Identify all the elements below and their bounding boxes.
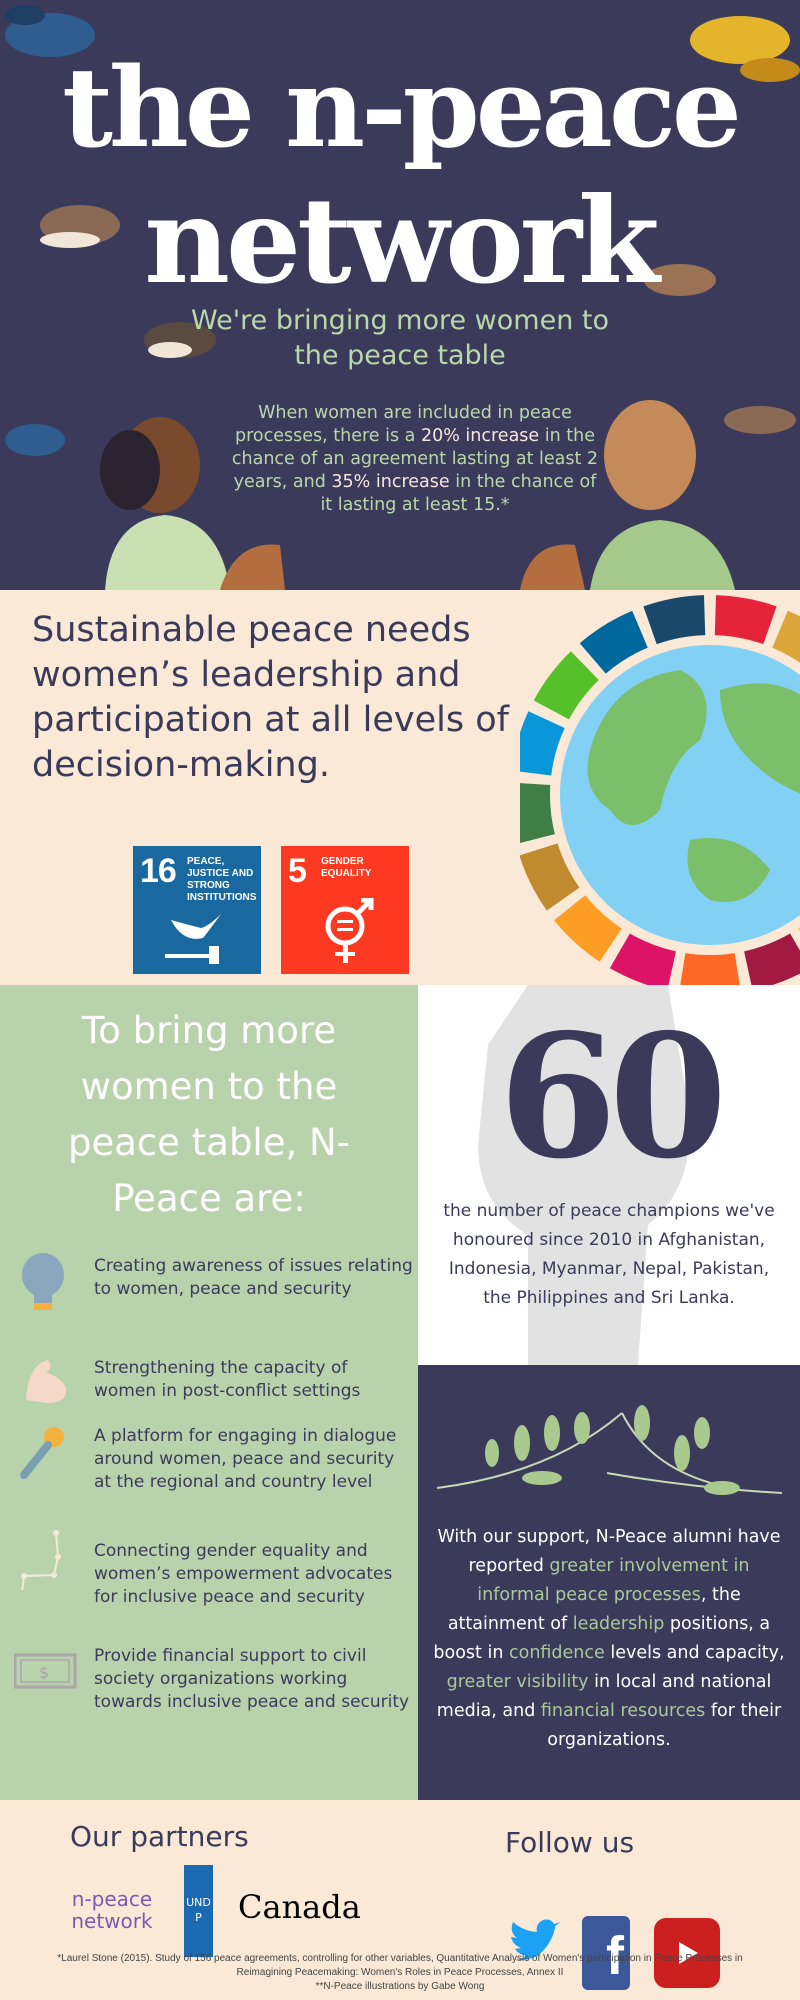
microphone-icon [20, 1427, 64, 1479]
woman-illustration [100, 417, 285, 590]
footer: Our partners n-peace network UNDP Canada… [0, 1800, 800, 2000]
hero-statistic: When women are included in peace process… [231, 403, 599, 515]
svg-text:$: $ [39, 1663, 49, 1682]
undp-logo[interactable]: UNDP [184, 1865, 213, 1957]
sdg-wheel-segment [520, 843, 580, 911]
bird-icon [40, 205, 120, 248]
sdg-wheel-segment [533, 651, 599, 720]
champions-text: the number of peace champions we've hono… [443, 1201, 775, 1308]
globe-sdg-wheel [520, 595, 800, 985]
banknote-icon: $ [14, 1653, 77, 1689]
sustainable-peace-text: Sustainable peace needs women’s leadersh… [32, 610, 509, 785]
sdg-16-tile: 16 PEACE, JUSTICE AND STRONG INSTITUTION… [133, 846, 261, 974]
action-item: Connecting gender equality and women’s e… [94, 1541, 393, 1607]
follow-heading: Follow us [505, 1826, 635, 1859]
action-item: A platform for engaging in dialogue arou… [94, 1426, 397, 1492]
hero-subtitle: We're bringing more women to the peace t… [190, 305, 609, 371]
globe-land [587, 670, 707, 825]
bird-icon [5, 424, 65, 456]
champions-number: 60 [498, 997, 728, 1197]
sdg-wheel-segment [609, 933, 676, 985]
sdg-wheel-segment [554, 895, 622, 962]
alumni-text: With our support, N-Peace alumni have re… [433, 1527, 785, 1750]
dove-gavel-icon [165, 914, 221, 964]
title-line-2: network [144, 171, 660, 310]
bird-icon [644, 264, 716, 296]
bird-illustrations [5, 5, 800, 590]
champions-panel: 60 the number of peace champions we've h… [418, 985, 800, 1365]
sdg-wheel-segment [520, 783, 555, 843]
footnotes: *Laurel Stone (2015). Study of 156 peace… [57, 1953, 743, 1992]
sdg-wheel-segment [643, 595, 706, 645]
bird-icon [724, 406, 796, 434]
constellation-icon [21, 1530, 61, 1590]
facebook-icon[interactable]: f [582, 1916, 630, 1990]
flexed-arm-icon [26, 1360, 67, 1403]
title-line-1: the n-peace [62, 43, 742, 172]
raised-fist-icon [478, 985, 690, 1365]
actions-heading: To bring more women to the peace table, … [67, 1009, 351, 1220]
partners-heading: Our partners [70, 1820, 249, 1853]
sdg-wheel-segment [714, 595, 777, 645]
sdg-wheel-segment [680, 953, 740, 985]
hero-section: the n-peace network We're bringing more … [0, 0, 800, 590]
action-item: Creating awareness of issues relating to… [94, 1256, 413, 1299]
npeace-logo[interactable]: n-peace network [71, 1887, 153, 1933]
sustainable-peace-section: Sustainable peace needs women’s leadersh… [0, 590, 800, 985]
bird-icon [690, 16, 800, 82]
lightbulb-icon [22, 1253, 64, 1310]
alumni-panel: With our support, N-Peace alumni have re… [418, 1365, 800, 1800]
actions-panel: To bring more women to the peace table, … [0, 985, 418, 1800]
olive-branch-icon [436, 1405, 783, 1495]
man-illustration [520, 400, 735, 590]
sdg-color-wheel [520, 595, 800, 985]
youtube-icon[interactable] [654, 1918, 720, 1988]
canada-logo[interactable]: Canada [238, 1888, 361, 1926]
bird-icon [5, 5, 95, 57]
twitter-icon[interactable] [505, 1918, 561, 1966]
sdg-wheel-segment [744, 933, 800, 985]
sdg-5-tile: 5 GENDER EQUALITY [281, 846, 409, 974]
sdg-wheel-segment [772, 610, 800, 663]
action-item: Provide financial support to civil socie… [94, 1646, 410, 1712]
sdg-wheel-segment [520, 711, 565, 776]
gender-equality-icon [325, 898, 374, 963]
action-item: Strengthening the capacity of women in p… [94, 1358, 361, 1401]
sdg-wheel-segment [579, 610, 648, 674]
bird-icon [144, 322, 216, 358]
